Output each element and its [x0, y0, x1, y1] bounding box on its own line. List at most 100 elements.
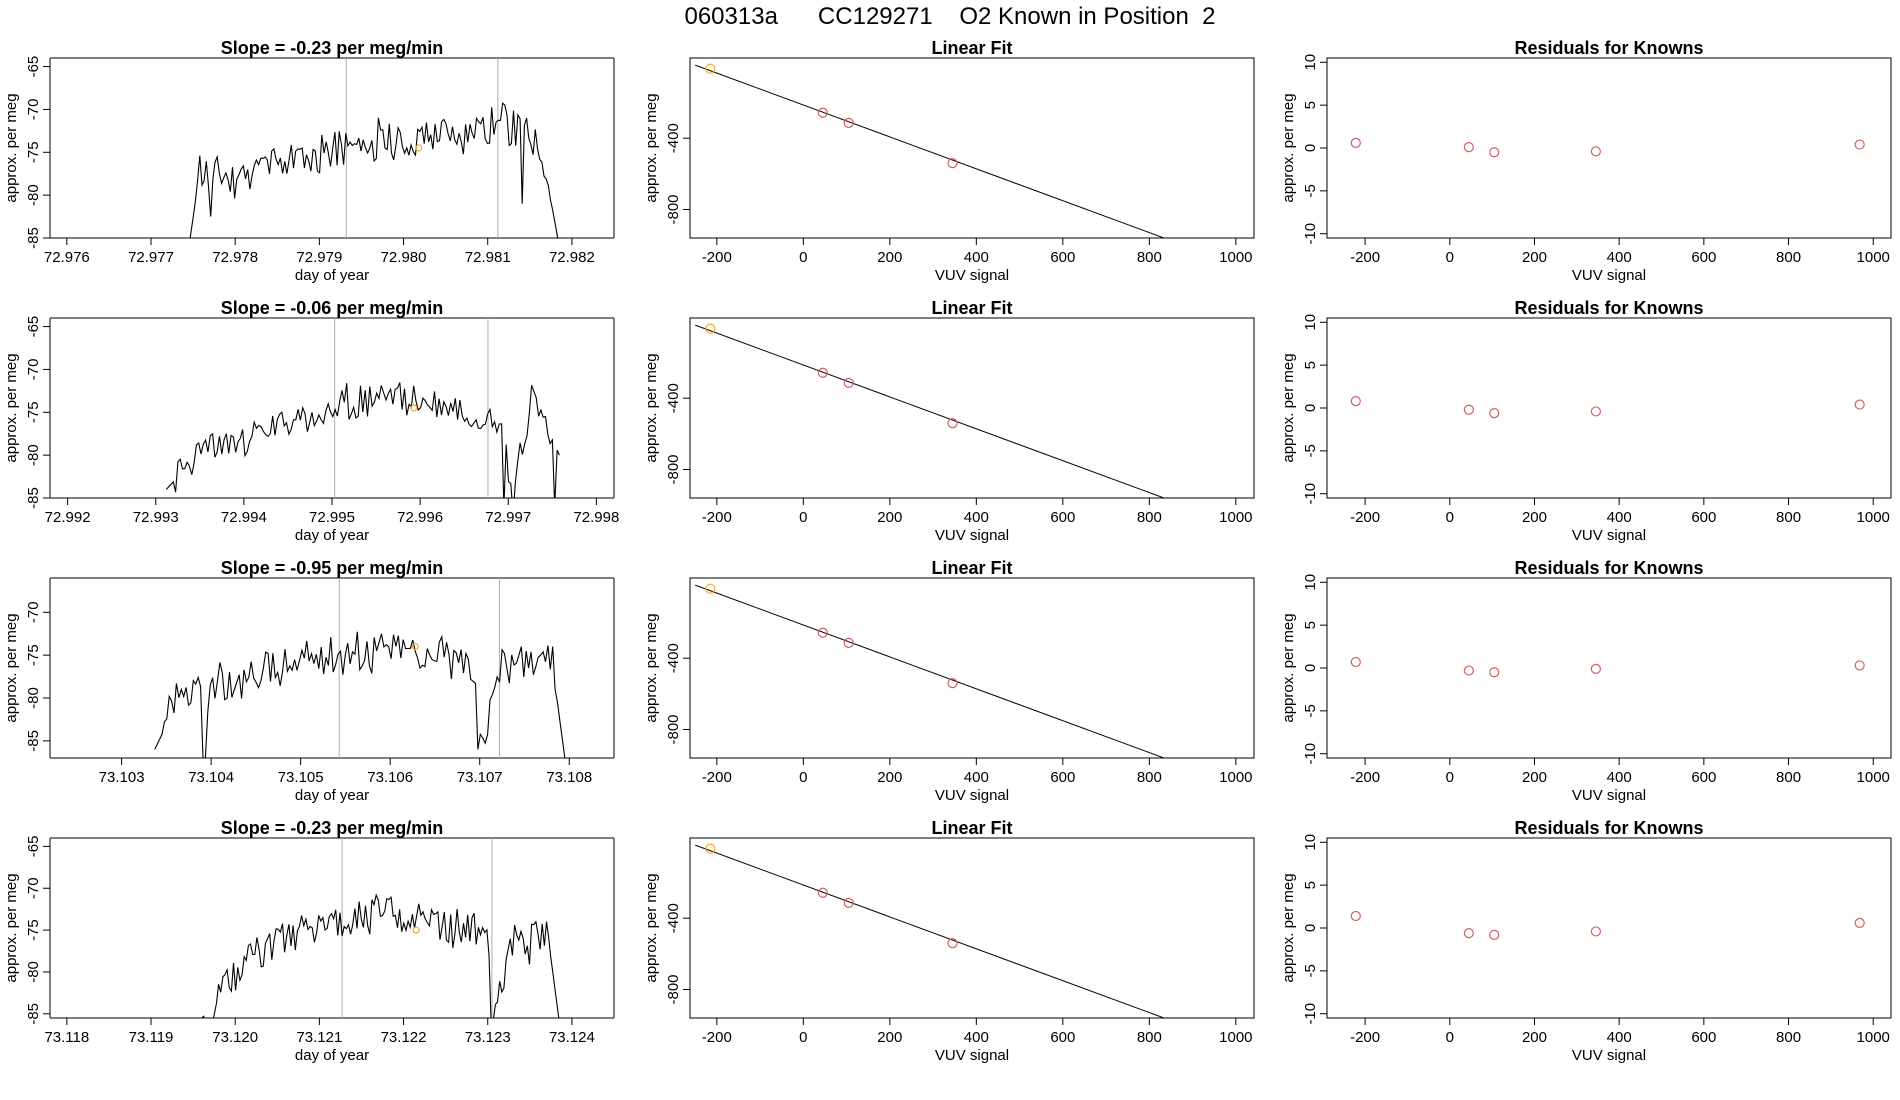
x-tick-label: 0 — [1446, 249, 1454, 266]
y-axis-label: approx. per meg — [1280, 353, 1297, 462]
x-tick-label: 800 — [1776, 769, 1801, 786]
x-tick-label: 0 — [1446, 769, 1454, 786]
x-tick-label: 1000 — [1219, 249, 1252, 266]
data-point — [1463, 665, 1474, 676]
x-tick-label: 73.103 — [99, 769, 145, 786]
x-tick-label: -200 — [702, 769, 732, 786]
fit-line — [695, 64, 1166, 238]
time-series-line — [201, 893, 560, 1018]
y-tick-label: -70 — [25, 877, 42, 899]
y-tick-label: -800 — [665, 194, 682, 224]
y-tick-label: 10 — [1302, 314, 1319, 331]
row1-timeseries: Slope = -0.23 per meg/min 72.976 72.977 72.… — [3, 38, 615, 284]
plot-area — [1350, 910, 1865, 940]
x-tick-label: 400 — [964, 509, 989, 526]
x-tick-label: 72.993 — [133, 509, 179, 526]
y-tick-label: -75 — [25, 919, 42, 941]
x-tick-label: 0 — [1446, 509, 1454, 526]
x-tick-label: 72.976 — [44, 249, 90, 266]
x-tick-label: -200 — [1350, 249, 1380, 266]
data-point — [1854, 917, 1865, 928]
row3-residuals: Residuals for Knowns-200 0 200 400 600 800 100… — [1280, 558, 1892, 804]
y-tick-label: 0 — [1302, 664, 1319, 672]
x-tick-label: 400 — [964, 249, 989, 266]
data-point — [843, 377, 854, 388]
data-point — [817, 107, 828, 118]
x-tick-label: 1000 — [1219, 1029, 1252, 1046]
row4-timeseries: Slope = -0.23 per meg/min 73.118 73.119 73.… — [3, 818, 615, 1064]
y-axis-label: approx. per meg — [1280, 613, 1297, 722]
x-axis-label: VUV signal — [935, 1047, 1009, 1064]
time-series-line — [154, 631, 566, 758]
y-tick-label: -80 — [25, 184, 42, 206]
data-point — [1590, 663, 1601, 674]
x-tick-label: -200 — [1350, 769, 1380, 786]
data-point — [1489, 929, 1500, 940]
plot-frame — [689, 837, 1255, 1019]
x-tick-label: 72.998 — [573, 509, 619, 526]
time-series-line — [189, 102, 559, 238]
x-tick-label: 600 — [1050, 1029, 1075, 1046]
x-tick-label: 72.979 — [296, 249, 342, 266]
x-tick-label: 400 — [964, 769, 989, 786]
x-tick-label: 200 — [1522, 509, 1547, 526]
x-tick-label: 73.119 — [129, 1029, 174, 1046]
y-tick-label: -75 — [25, 644, 42, 666]
x-tick-label: 73.106 — [367, 769, 413, 786]
plot-frame — [689, 317, 1255, 499]
plot-area — [154, 578, 566, 758]
panel-title: Residuals for Knowns — [1514, 38, 1703, 58]
data-point — [1350, 910, 1361, 922]
x-tick-label: 400 — [1607, 249, 1632, 266]
data-point — [705, 323, 716, 334]
highlight-point — [415, 144, 423, 152]
x-tick-label: 200 — [877, 1029, 902, 1046]
fit-line — [695, 324, 1166, 498]
x-tick-label: 800 — [1137, 769, 1162, 786]
y-tick-label: -65 — [25, 836, 42, 858]
panel-title: Slope = -0.23 per meg/min — [221, 818, 444, 838]
x-tick-label: 200 — [1522, 769, 1547, 786]
y-tick-label: -800 — [665, 714, 682, 744]
data-point — [705, 843, 716, 854]
y-tick-label: -800 — [665, 974, 682, 1004]
y-axis-label: approx. per meg — [643, 353, 660, 462]
y-tick-label: -75 — [25, 401, 42, 423]
y-tick-label: -400 — [665, 643, 682, 673]
y-tick-label: -85 — [25, 487, 42, 509]
y-tick-label: -5 — [1302, 964, 1319, 977]
plot-area — [1350, 137, 1865, 158]
y-tick-label: -10 — [1302, 223, 1319, 245]
y-tick-label: -85 — [25, 227, 42, 249]
y-axis-label: approx. per meg — [3, 353, 20, 462]
row4-linear-fit: Linear Fit -200 0 200 400 600 800 1000 -800 -400 V… — [643, 818, 1255, 1064]
x-tick-label: 72.978 — [212, 249, 258, 266]
data-point — [1463, 142, 1474, 153]
y-tick-label: -70 — [25, 601, 42, 623]
x-tick-label: 200 — [1522, 249, 1547, 266]
highlight-point — [412, 926, 420, 934]
panel-title: Residuals for Knowns — [1514, 818, 1703, 838]
x-tick-label: 400 — [1607, 769, 1632, 786]
x-tick-label: 600 — [1050, 249, 1075, 266]
panel-title: Slope = -0.23 per meg/min — [221, 38, 444, 58]
x-tick-label: 73.118 — [44, 1029, 89, 1046]
data-point — [817, 367, 828, 378]
y-tick-label: -10 — [1302, 483, 1319, 505]
x-axis-label: VUV signal — [1572, 787, 1646, 804]
plot-area — [695, 843, 1166, 1018]
x-tick-label: 1000 — [1857, 249, 1890, 266]
x-tick-label: 72.994 — [221, 509, 267, 526]
x-tick-label: 800 — [1137, 509, 1162, 526]
y-tick-label: -400 — [665, 903, 682, 933]
y-tick-label: -75 — [25, 141, 42, 163]
y-tick-label: -80 — [25, 444, 42, 466]
y-tick-label: 0 — [1302, 144, 1319, 152]
x-tick-label: 73.121 — [296, 1029, 342, 1046]
y-tick-label: 10 — [1302, 54, 1319, 71]
x-tick-label: 1000 — [1857, 769, 1890, 786]
x-axis-label: day of year — [295, 527, 369, 544]
x-tick-label: -200 — [702, 1029, 732, 1046]
y-tick-label: -5 — [1302, 704, 1319, 717]
data-point — [1350, 656, 1361, 668]
